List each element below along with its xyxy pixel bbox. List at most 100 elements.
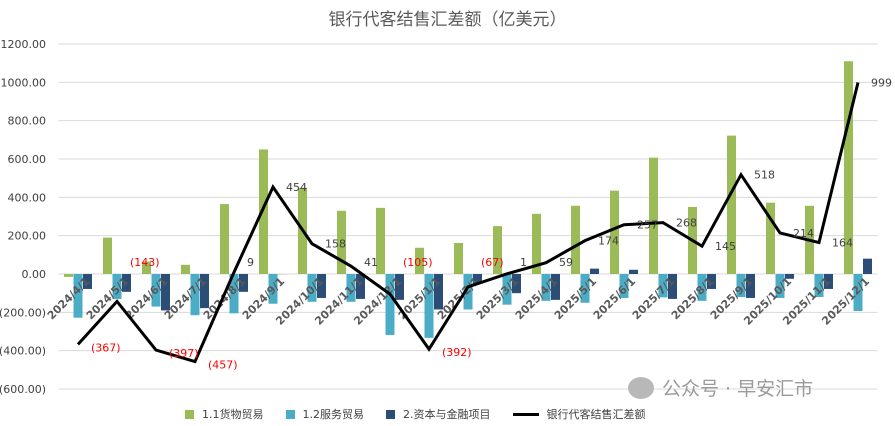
bar-goods: [454, 242, 463, 274]
bar-capital: [356, 274, 365, 299]
y-tick-label: 800.00: [8, 115, 47, 128]
bar-services: [307, 274, 317, 302]
y-tick-label: 1000.00: [1, 76, 47, 89]
bar-services: [697, 274, 707, 301]
bar-goods: [103, 237, 112, 274]
bar-goods: [337, 210, 346, 274]
bar-capital: [122, 274, 131, 292]
legend-item-services: 1.2服务贸易: [285, 406, 365, 422]
bar-goods: [415, 247, 424, 274]
data-label: (143): [130, 256, 160, 269]
bar-goods: [532, 213, 541, 274]
bar-services: [385, 274, 395, 335]
bar-capital: [317, 274, 326, 298]
bar-goods: [649, 157, 658, 274]
data-label: 59: [559, 256, 573, 269]
data-label: (392): [442, 346, 472, 359]
y-tick-label: (600.00): [0, 383, 46, 396]
bar-capital: [83, 274, 92, 289]
bar-services: [190, 274, 200, 316]
data-label: 214: [793, 227, 814, 240]
legend-swatch: [285, 409, 295, 419]
data-label: (457): [208, 359, 238, 372]
bar-goods: [376, 207, 385, 274]
legend-item-net: 银行代客结售汇差额: [512, 406, 646, 422]
bar-services: [502, 274, 512, 305]
bar-capital: [746, 274, 755, 298]
bar-capital: [239, 274, 248, 292]
bar-services: [112, 274, 122, 299]
bar-goods: [493, 226, 502, 274]
data-label: 257: [637, 219, 658, 232]
bar-services: [229, 274, 239, 314]
legend-label: 1.2服务贸易: [302, 408, 365, 421]
data-label: 158: [325, 238, 346, 251]
bar-goods: [220, 204, 229, 274]
watermark: 公众号 · 早安汇市: [628, 374, 813, 401]
bar-capital: [824, 274, 833, 289]
bar-services: [658, 274, 668, 298]
bar-capital: [551, 274, 560, 300]
y-tick-label: (200.00): [0, 306, 46, 319]
bar-services: [463, 274, 473, 310]
bar-goods: [610, 190, 619, 274]
bar-capital: [473, 274, 482, 284]
bar-capital: [629, 269, 638, 274]
data-label: 9: [247, 256, 254, 269]
bar-capital: [395, 274, 404, 300]
y-tick-label: 600.00: [8, 153, 47, 166]
data-label: (105): [403, 256, 433, 269]
legend-label: 1.1货物贸易: [202, 408, 264, 421]
bar-capital: [863, 258, 872, 274]
net-line: [76, 82, 860, 364]
legend-swatch: [386, 409, 395, 419]
y-tick-label: 0.00: [22, 268, 47, 281]
legend-item-capital: 2.资本与金融项目: [386, 406, 491, 422]
bar-goods: [766, 202, 775, 274]
bar-services: [853, 274, 863, 311]
bar-goods: [727, 135, 736, 274]
bar-capital: [668, 274, 677, 299]
data-label: 174: [598, 235, 619, 248]
data-label: 164: [832, 237, 853, 250]
chart-title: 银行代客结售汇差额（亿美元）: [328, 10, 567, 30]
bar-services: [346, 274, 356, 302]
bar-goods: [844, 61, 853, 274]
legend-label: 银行代客结售汇差额: [546, 408, 646, 421]
data-label: 999: [871, 77, 892, 90]
bar-capital: [785, 274, 794, 279]
data-label: (397): [169, 347, 199, 360]
legend-label: 2.资本与金融项目: [403, 408, 491, 421]
wechat-icon: [628, 376, 654, 399]
bar-capital: [512, 274, 521, 294]
data-label: 454: [286, 181, 307, 194]
bar-goods: [571, 205, 580, 274]
legend-line: [512, 412, 539, 416]
bar-services: [775, 274, 785, 298]
y-tick-label: 400.00: [8, 191, 47, 204]
bar-capital: [590, 268, 599, 274]
legend: 1.1货物贸易 1.2服务贸易 2.资本与金融项目 银行代客结售汇差额: [185, 406, 646, 422]
bar-services: [424, 274, 434, 338]
bar-services: [541, 274, 551, 301]
bar-capital: [707, 274, 716, 289]
bar-services: [619, 274, 629, 298]
data-label: 1: [520, 256, 527, 269]
data-label: 268: [676, 217, 697, 230]
bar-goods: [181, 264, 190, 274]
y-tick-label: 1200.00: [1, 38, 47, 51]
bar-services: [73, 274, 83, 318]
bar-goods: [64, 274, 73, 277]
data-label: 145: [715, 240, 736, 253]
watermark-text: 公众号 · 早安汇市: [662, 378, 814, 400]
bar-capital: [161, 274, 170, 311]
data-label: 518: [754, 169, 775, 182]
bar-capital: [200, 274, 209, 309]
y-tick-label: 200.00: [8, 230, 47, 243]
data-label: (367): [91, 341, 121, 354]
data-label: 41: [364, 256, 378, 269]
bar-goods: [259, 149, 268, 274]
data-label: (67): [481, 256, 504, 269]
legend-item-goods: 1.1货物贸易: [185, 406, 264, 422]
